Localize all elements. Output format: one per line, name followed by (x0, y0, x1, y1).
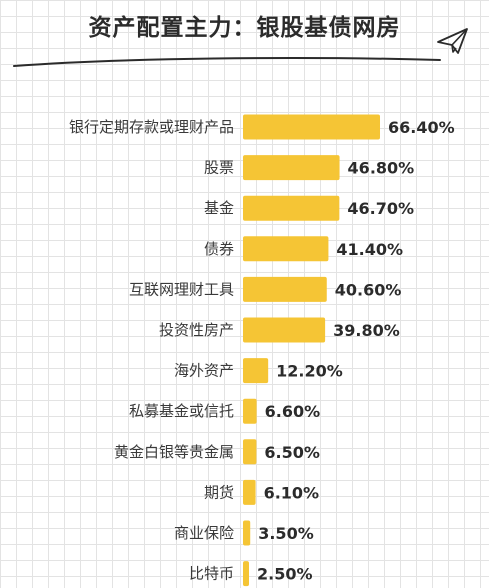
bar (243, 520, 251, 546)
category-label: 基金 (204, 199, 234, 217)
value-label: 6.60% (265, 402, 321, 421)
category-label: 期货 (204, 483, 234, 501)
title-underline (13, 57, 441, 67)
bar (243, 236, 329, 262)
value-label: 12.20% (276, 362, 343, 381)
value-label: 39.80% (333, 321, 400, 340)
category-label: 投资性房产 (159, 321, 234, 339)
bar (243, 276, 327, 302)
value-label: 66.40% (388, 118, 455, 137)
value-label: 41.40% (336, 240, 403, 259)
category-label: 银行定期存款或理财产品 (69, 118, 234, 136)
bar (243, 439, 257, 465)
value-label: 3.50% (258, 524, 314, 543)
category-label: 互联网理财工具 (129, 280, 234, 298)
value-label: 2.50% (257, 565, 313, 584)
bar (243, 358, 269, 384)
value-label: 46.70% (347, 199, 414, 218)
category-label: 黄金白银等贵金属 (114, 443, 234, 461)
category-label: 比特币 (189, 565, 234, 583)
category-label: 债券 (204, 240, 234, 258)
bar (243, 195, 340, 221)
value-label: 6.50% (264, 443, 320, 462)
category-label: 海外资产 (174, 362, 234, 380)
category-label: 股票 (204, 159, 234, 177)
value-label: 46.80% (348, 159, 415, 178)
value-label: 6.10% (264, 483, 320, 502)
bar (243, 398, 257, 424)
paper-plane-icon (437, 28, 468, 54)
bar (243, 479, 256, 505)
category-label: 商业保险 (174, 524, 234, 542)
chart-title: 资产配置主力：银股基债网房 (88, 15, 401, 41)
bar (243, 317, 326, 343)
bar (243, 561, 249, 587)
bar (243, 114, 380, 140)
category-label: 私募基金或信托 (129, 402, 234, 420)
value-label: 40.60% (335, 280, 402, 299)
bar (243, 155, 340, 181)
